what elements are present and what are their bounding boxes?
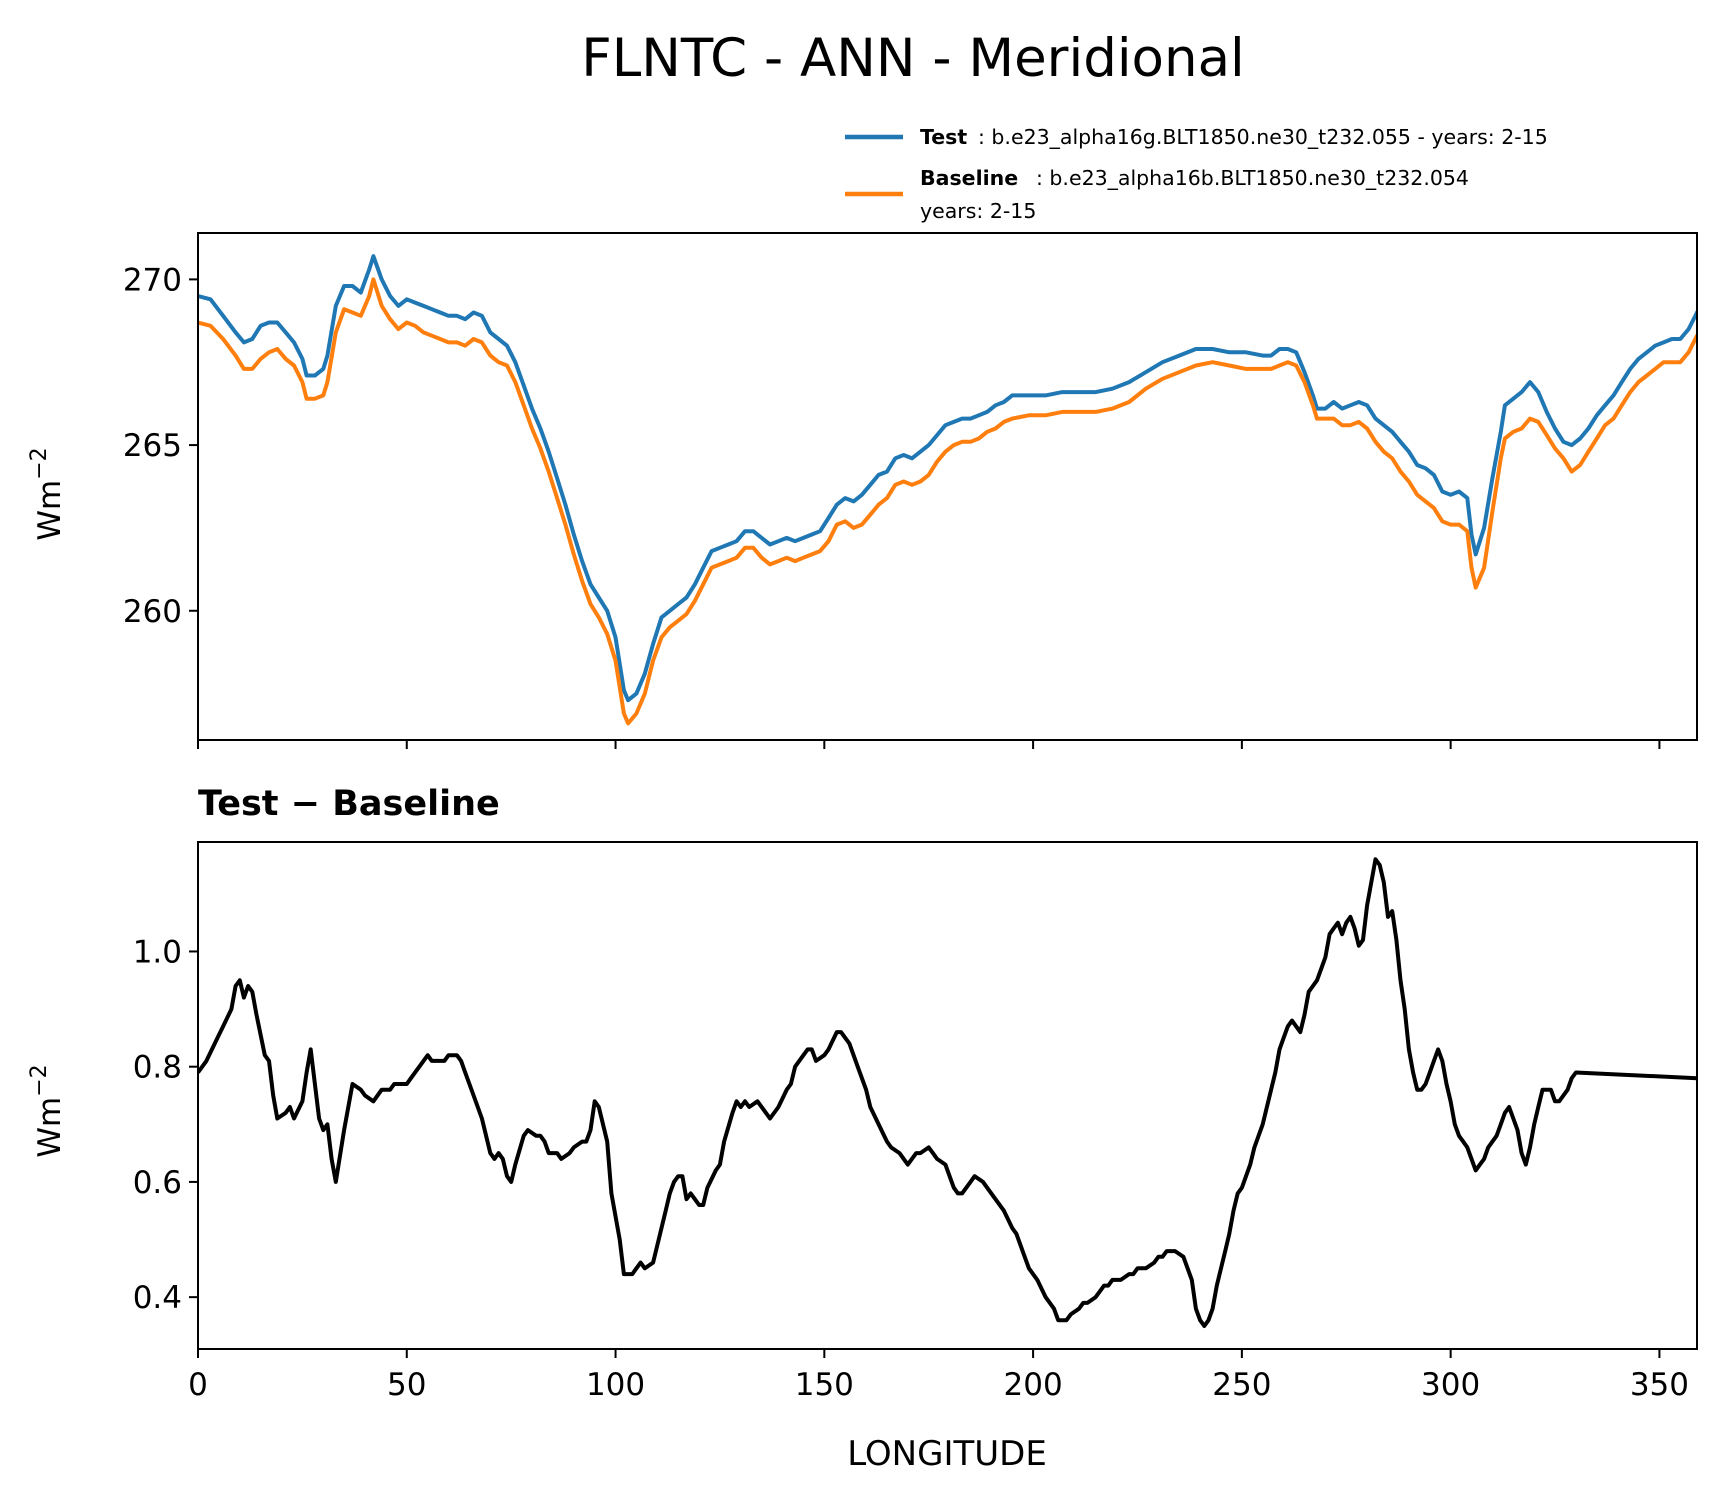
bottom-plot-area: 0.4 0.6 0.8 1.0 0 50 100 150 200 250 300 350 [133, 841, 1698, 1403]
axes-frame [197, 232, 1698, 741]
x-tick-label: 100 [586, 1367, 645, 1403]
x-tick-label: 250 [1212, 1367, 1271, 1403]
x-tick-label: 200 [1004, 1367, 1063, 1403]
bottom-y-axis-label-unit: Wm [32, 1097, 68, 1158]
bottom-y-axis-label: Wm−2 [27, 1064, 68, 1157]
legend-baseline-text-line2: years: 2-15 [920, 199, 1036, 223]
top-panel: Wm−2 260 265 270 [27, 232, 1698, 749]
svg-text:Wm−2: Wm−2 [27, 447, 68, 540]
top-y-axis-label: Wm−2 [27, 447, 68, 540]
legend-baseline-label: Baseline [920, 166, 1018, 190]
x-tick-label: 50 [387, 1367, 426, 1403]
top-plot-area: 260 265 270 [123, 232, 1698, 749]
baseline-series-line [198, 277, 1697, 726]
x-tick-label: 350 [1630, 1367, 1689, 1403]
chart-title: FLNTC - ANN - Meridional [581, 28, 1245, 89]
legend-baseline-text: : b.e23_alpha16b.BLT1850.ne30_t232.054 [1036, 166, 1469, 191]
svg-text:Wm−2: Wm−2 [27, 1064, 68, 1157]
y-tick-label: 1.0 [133, 934, 182, 970]
bottom-panel: Test − Baseline Wm−2 0.4 0.6 0.8 1.0 0 50 100 1… [27, 784, 1698, 1474]
y-tick-label: 270 [123, 262, 182, 298]
y-tick-label: 0.6 [133, 1165, 182, 1201]
x-axis-label: LONGITUDE [847, 1434, 1047, 1474]
bottom-panel-title: Test − Baseline [198, 784, 500, 824]
legend-test-text: : b.e23_alpha16g.BLT1850.ne30_t232.055 -… [978, 125, 1548, 150]
x-tick-label: 150 [795, 1367, 854, 1403]
y-tick-label: 0.4 [133, 1280, 182, 1316]
x-tick-label: 300 [1421, 1367, 1480, 1403]
x-tick-label: 0 [188, 1367, 208, 1403]
y-tick-label: 260 [123, 594, 182, 630]
legend-test-label: Test [920, 125, 967, 149]
bottom-y-axis-label-exponent: −2 [27, 1064, 52, 1096]
top-y-axis-label-unit: Wm [32, 480, 68, 541]
test-series-line [198, 254, 1697, 703]
y-tick-label: 265 [123, 428, 182, 464]
legend: Test : b.e23_alpha16g.BLT1850.ne30_t232.… [845, 125, 1548, 223]
difference-series-line [198, 857, 1697, 1328]
axes-frame [197, 841, 1698, 1350]
y-tick-label: 0.8 [133, 1050, 182, 1086]
top-y-axis-label-exponent: −2 [27, 447, 52, 479]
